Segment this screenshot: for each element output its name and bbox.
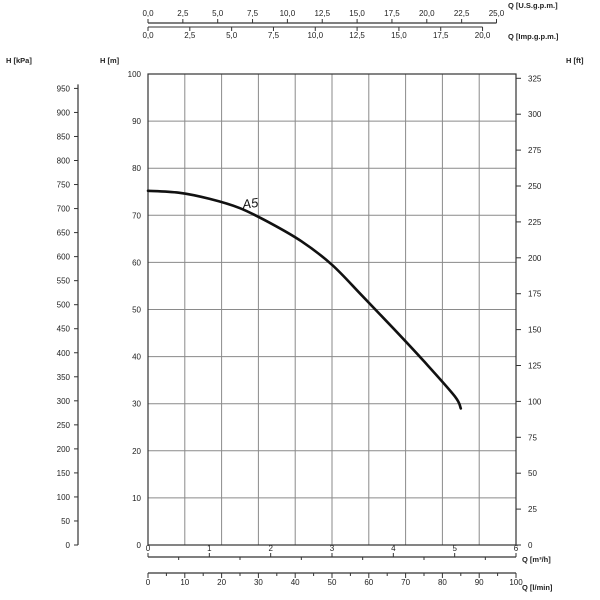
tick-label-h-m: 60 <box>132 258 141 267</box>
axes <box>74 19 521 578</box>
axis-title-right-ft: H [ft] <box>566 56 584 65</box>
tick-label-m3h: 1 <box>207 544 212 553</box>
tick-label-kpa: 500 <box>57 301 71 310</box>
tick-label-usgpm: 12,5 <box>314 9 330 18</box>
tick-label-kpa: 950 <box>57 84 71 93</box>
tick-label-kpa: 150 <box>57 469 71 478</box>
tick-label-ft: 225 <box>528 218 542 227</box>
tick-label-impgpm: 12,5 <box>349 31 365 40</box>
tick-label-ft: 175 <box>528 290 542 299</box>
tick-label-m3h: 3 <box>330 544 335 553</box>
tick-label-h-m: 50 <box>132 306 141 315</box>
tick-label-kpa: 700 <box>57 205 71 214</box>
tick-label-usgpm: 17,5 <box>384 9 400 18</box>
axis-title-top-usgpm: Q [U.S.g.p.m.] <box>508 1 558 10</box>
tick-label-lmin: 0 <box>146 578 151 587</box>
tick-label-ft: 0 <box>528 541 533 550</box>
tick-label-lmin: 60 <box>364 578 373 587</box>
tick-labels: 0102030405060708090100050100150200250300… <box>57 9 542 587</box>
tick-label-lmin: 90 <box>475 578 484 587</box>
tick-label-kpa: 100 <box>57 493 71 502</box>
tick-label-impgpm: 20,0 <box>475 31 491 40</box>
tick-label-ft: 250 <box>528 182 542 191</box>
tick-label-kpa: 750 <box>57 181 71 190</box>
tick-label-m3h: 6 <box>514 544 519 553</box>
tick-label-impgpm: 2,5 <box>184 31 196 40</box>
axis-title-bottom-m3h: Q [m³/h] <box>522 555 551 564</box>
tick-label-kpa: 800 <box>57 157 71 166</box>
tick-label-ft: 50 <box>528 469 537 478</box>
tick-label-usgpm: 10,0 <box>280 9 296 18</box>
tick-label-usgpm: 25,0 <box>489 9 505 18</box>
tick-label-lmin: 10 <box>180 578 189 587</box>
tick-label-ft: 300 <box>528 110 542 119</box>
tick-label-kpa: 550 <box>57 277 71 286</box>
tick-label-lmin: 20 <box>217 578 226 587</box>
tick-label-impgpm: 17,5 <box>433 31 449 40</box>
tick-label-lmin: 70 <box>401 578 410 587</box>
tick-label-usgpm: 7,5 <box>247 9 259 18</box>
tick-label-impgpm: 10,0 <box>307 31 323 40</box>
tick-label-kpa: 400 <box>57 349 71 358</box>
axis-title-bottom-lmin: Q [l/min] <box>522 583 553 592</box>
tick-label-h-m: 100 <box>128 70 142 79</box>
tick-label-h-m: 80 <box>132 164 141 173</box>
tick-label-h-m: 0 <box>137 541 142 550</box>
tick-label-ft: 125 <box>528 362 542 371</box>
axis-titles: Q [U.S.g.p.m.] Q [Imp.g.p.m.] H [kPa] H … <box>6 1 584 592</box>
tick-label-usgpm: 22,5 <box>454 9 470 18</box>
axis-title-left-m: H [m] <box>100 56 120 65</box>
series-label-a5: A5 <box>240 195 260 212</box>
axis-title-left-kpa: H [kPa] <box>6 56 32 65</box>
tick-label-ft: 25 <box>528 505 537 514</box>
tick-label-kpa: 900 <box>57 108 71 117</box>
tick-label-h-m: 70 <box>132 211 141 220</box>
tick-label-ft: 150 <box>528 326 542 335</box>
tick-label-h-m: 20 <box>132 447 141 456</box>
tick-label-usgpm: 2,5 <box>177 9 189 18</box>
tick-label-kpa: 350 <box>57 373 71 382</box>
tick-label-kpa: 250 <box>57 421 71 430</box>
tick-label-h-m: 90 <box>132 117 141 126</box>
series-line-a5 <box>146 189 463 410</box>
tick-label-ft: 200 <box>528 254 542 263</box>
tick-label-kpa: 600 <box>57 253 71 262</box>
tick-label-h-m: 30 <box>132 400 141 409</box>
tick-label-impgpm: 7,5 <box>268 31 280 40</box>
tick-label-impgpm: 5,0 <box>226 31 238 40</box>
tick-label-m3h: 2 <box>268 544 273 553</box>
tick-label-lmin: 30 <box>254 578 263 587</box>
tick-label-lmin: 50 <box>328 578 337 587</box>
tick-label-lmin: 80 <box>438 578 447 587</box>
tick-label-lmin: 100 <box>509 578 523 587</box>
grid <box>147 73 517 546</box>
series <box>146 189 463 410</box>
tick-label-h-m: 40 <box>132 353 141 362</box>
tick-label-usgpm: 20,0 <box>419 9 435 18</box>
tick-label-ft: 325 <box>528 74 542 83</box>
tick-label-kpa: 450 <box>57 325 71 334</box>
tick-label-kpa: 300 <box>57 397 71 406</box>
tick-label-impgpm: 15,0 <box>391 31 407 40</box>
tick-label-m3h: 4 <box>391 544 396 553</box>
tick-label-usgpm: 0,0 <box>142 9 154 18</box>
tick-label-ft: 75 <box>528 433 537 442</box>
plot-frame <box>147 73 517 546</box>
tick-label-kpa: 850 <box>57 132 71 141</box>
tick-label-kpa: 50 <box>61 517 70 526</box>
tick-label-usgpm: 15,0 <box>349 9 365 18</box>
tick-label-impgpm: 0,0 <box>142 31 154 40</box>
tick-label-ft: 275 <box>528 146 542 155</box>
tick-label-kpa: 650 <box>57 229 71 238</box>
tick-label-ft: 100 <box>528 397 542 406</box>
tick-label-lmin: 40 <box>291 578 300 587</box>
tick-label-m3h: 0 <box>146 544 151 553</box>
tick-label-kpa: 200 <box>57 445 71 454</box>
tick-label-usgpm: 5,0 <box>212 9 224 18</box>
tick-label-m3h: 5 <box>452 544 457 553</box>
tick-label-kpa: 0 <box>66 541 71 550</box>
tick-label-h-m: 10 <box>132 494 141 503</box>
axis-title-top-impgpm: Q [Imp.g.p.m.] <box>508 32 559 41</box>
